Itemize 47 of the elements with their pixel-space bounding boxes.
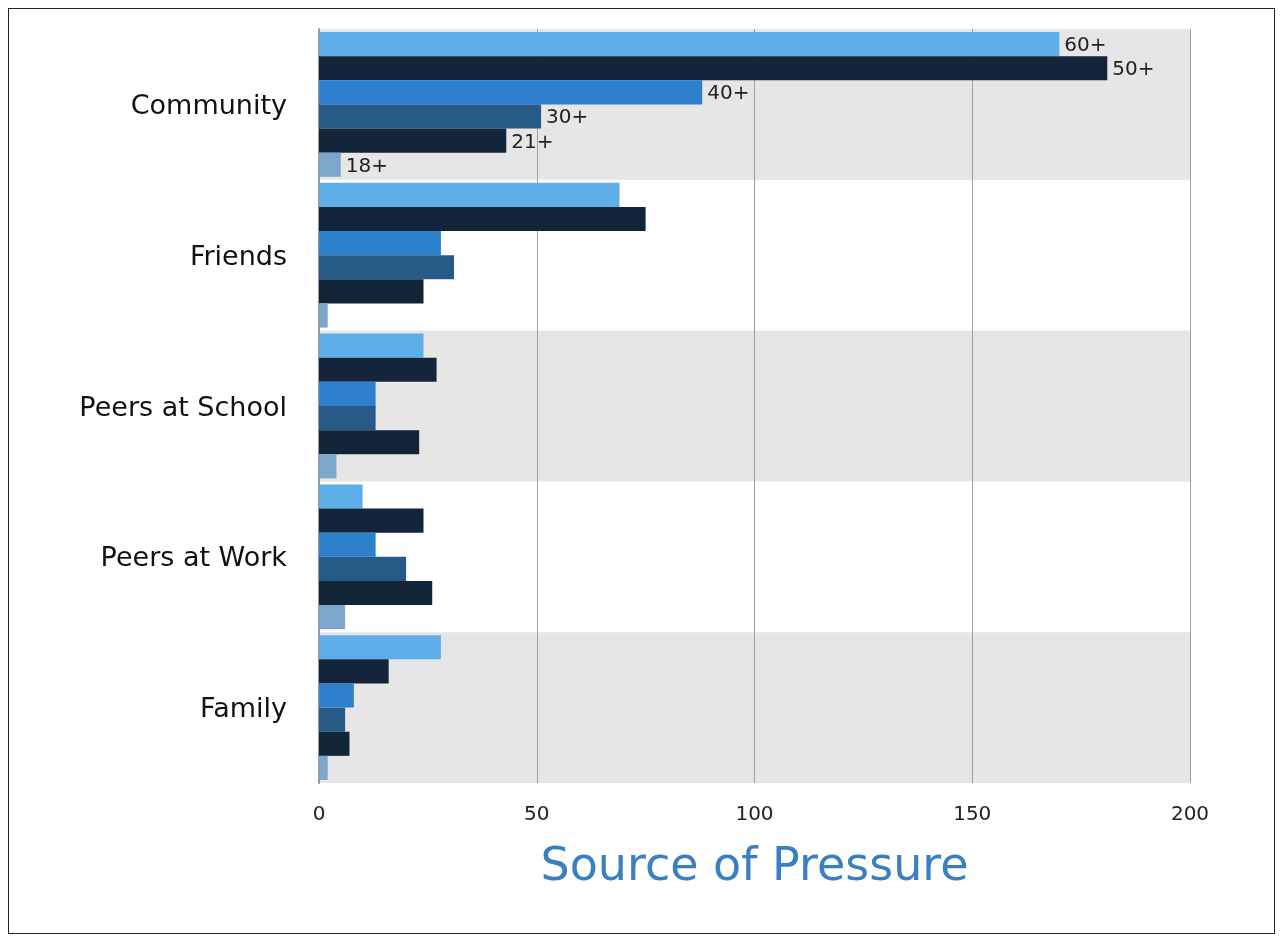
bar — [319, 731, 350, 756]
bar — [319, 580, 433, 606]
x-tick-label: 50 — [524, 801, 550, 825]
bar — [319, 484, 363, 509]
x-axis-title: Source of Pressure — [540, 837, 969, 891]
bar — [319, 32, 1060, 57]
x-tick-label: 0 — [312, 801, 326, 825]
bar — [319, 635, 441, 660]
bar — [319, 659, 389, 684]
bar — [319, 56, 1108, 81]
x-tick-label: 100 — [735, 801, 774, 825]
series-label: 30+ — [546, 104, 589, 129]
bar — [319, 532, 376, 557]
bar — [319, 104, 542, 129]
bar — [319, 80, 703, 105]
x-tick-label: 200 — [1170, 801, 1210, 825]
bar — [319, 508, 424, 533]
bar — [319, 605, 346, 630]
series-label: 18+ — [345, 152, 388, 177]
bar — [319, 430, 420, 455]
series-label: 60+ — [1064, 32, 1107, 57]
series-label: 50+ — [1112, 56, 1155, 81]
bar — [319, 152, 341, 177]
bar — [319, 303, 328, 328]
bar — [319, 683, 354, 708]
bar — [319, 231, 441, 256]
y-tick-label: Community — [130, 88, 288, 120]
bar — [319, 128, 507, 153]
bar — [319, 381, 376, 406]
bar — [319, 279, 424, 304]
bar — [319, 454, 337, 479]
y-tick-label: Family — [200, 692, 288, 724]
bar — [319, 755, 328, 780]
series-label: 21+ — [511, 128, 554, 153]
series-label: 40+ — [707, 80, 750, 105]
y-tick-label: Peers at Work — [100, 541, 288, 573]
bar — [319, 707, 346, 732]
y-tick-label: Peers at School — [79, 390, 287, 422]
bar — [319, 206, 646, 232]
bar — [319, 556, 407, 581]
y-tick-label: Friends — [189, 239, 287, 271]
x-tick-label: 150 — [953, 801, 992, 825]
bar — [319, 182, 620, 207]
bar — [319, 357, 437, 382]
bar — [319, 255, 455, 280]
bar — [319, 333, 424, 358]
bar — [319, 406, 376, 431]
